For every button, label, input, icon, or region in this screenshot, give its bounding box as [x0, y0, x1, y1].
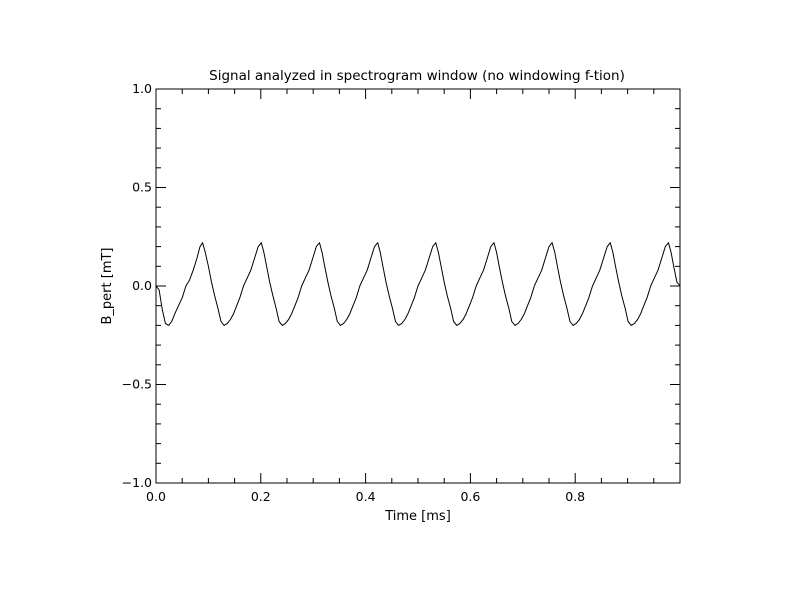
x-tick-label: 0.6: [460, 489, 480, 504]
x-axis-label: Time [ms]: [384, 509, 451, 524]
y-tick-label: 0.5: [132, 180, 152, 195]
y-tick-label: 0.0: [132, 278, 152, 293]
y-tick-label: 1.0: [132, 81, 152, 96]
plot-area: [155, 242, 681, 326]
x-tick-label: 0.2: [251, 489, 271, 504]
y-tick-label: −1.0: [122, 475, 152, 490]
x-tick-label: 0.0: [146, 489, 166, 504]
axis-tick-labels: 0.0 0.2 0.4 0.6 0.8 −1.0 −0.5 0.0 0.5 1.0: [122, 81, 586, 504]
y-axis-label: B_pert [mT]: [100, 248, 115, 325]
chart-title: Signal analyzed in spectrogram window (n…: [209, 68, 625, 84]
x-tick-label: 0.8: [565, 489, 585, 504]
plot-frame: [155, 88, 681, 484]
y-tick-label: −0.5: [122, 377, 152, 392]
x-tick-label: 0.4: [356, 489, 376, 504]
signal-line: [155, 242, 681, 326]
